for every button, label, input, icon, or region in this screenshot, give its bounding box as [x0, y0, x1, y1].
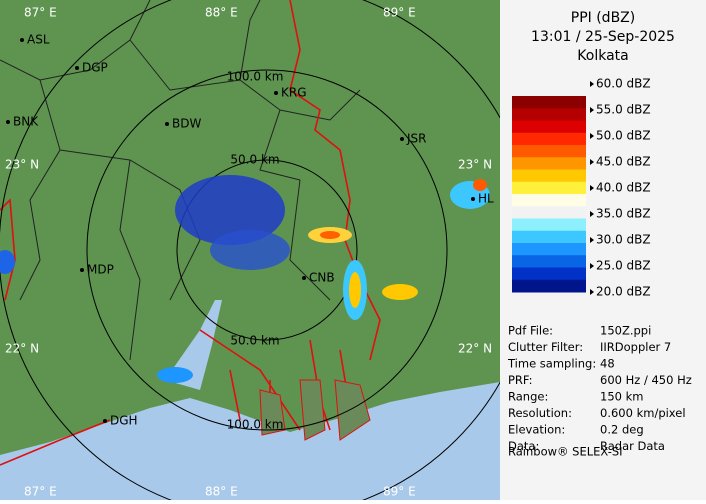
legend-label: 45.0 dBZ — [596, 155, 651, 169]
place-dot — [80, 268, 84, 272]
legend-swatch — [512, 218, 586, 232]
legend-label: 35.0 dBZ — [596, 207, 651, 221]
legend-swatch — [512, 255, 586, 268]
place-label: KRG — [281, 86, 307, 100]
legend-arrow — [590, 263, 594, 269]
place-dot — [103, 419, 107, 423]
info-value: IIRDoppler 7 — [600, 340, 671, 354]
info-value: Radar Data — [600, 439, 665, 453]
legend-arrow — [590, 185, 594, 191]
info-key: Range: — [508, 390, 548, 404]
legend-swatch — [512, 157, 586, 170]
legend-label: 40.0 dBZ — [596, 181, 651, 195]
grid-label: 89° E — [383, 485, 416, 499]
legend-arrow — [590, 107, 594, 113]
islands — [259, 379, 371, 441]
info-value: 48 — [600, 357, 615, 371]
place-dot — [471, 197, 475, 201]
place-dot — [75, 66, 79, 70]
info-key: Pdf File: — [508, 324, 553, 338]
grid-label: 87° E — [24, 6, 57, 20]
place-label: HL — [478, 192, 494, 206]
grid-label: 89° E — [383, 6, 416, 20]
sea — [0, 382, 500, 500]
place-label: JSR — [406, 132, 427, 146]
legend-arrow — [590, 211, 594, 217]
grid-label: 22° N — [5, 342, 39, 356]
grid-label: 22° N — [458, 342, 492, 356]
info-value: 0.600 km/pixel — [600, 406, 686, 420]
legend-label: 50.0 dBZ — [596, 129, 651, 143]
legend-swatch — [512, 169, 586, 183]
range-label: 100.0 km — [227, 418, 284, 432]
info-key: Data: — [508, 439, 539, 453]
legend-swatch — [512, 96, 586, 109]
place-label: ASL — [27, 33, 50, 47]
legend-swatch — [512, 132, 586, 146]
legend-arrow — [590, 289, 594, 295]
legend-label: 55.0 dBZ — [596, 103, 651, 117]
place-label: DGP — [82, 61, 108, 75]
place-label: MDP — [87, 263, 114, 277]
grid-label: 87° E — [24, 485, 57, 499]
legend-swatch — [512, 108, 586, 121]
legend-swatch — [512, 206, 586, 219]
range-label: 100.0 km — [227, 70, 284, 84]
info-key: Time sampling: — [507, 357, 596, 371]
legend-arrow — [590, 133, 594, 139]
district-borders — [0, 0, 361, 361]
place-dot — [400, 137, 404, 141]
echoes — [0, 175, 490, 383]
place-label: CNB — [309, 271, 335, 285]
info-value: 600 Hz / 450 Hz — [600, 373, 692, 387]
info-value: 150Z.ppi — [600, 324, 651, 338]
info-key: Clutter Filter: — [508, 340, 583, 354]
range-label: 50.0 km — [230, 334, 279, 348]
grid-label: 88° E — [205, 485, 238, 499]
place-label: BNK — [13, 115, 39, 129]
legend-swatch — [512, 145, 586, 158]
place-dot — [302, 276, 306, 280]
panel-time: 13:01 / 25-Sep-2025 — [531, 29, 675, 45]
info-key: Elevation: — [508, 423, 565, 437]
place-dot — [20, 38, 24, 42]
legend-arrow — [590, 237, 594, 243]
range-label: 50.0 km — [230, 153, 279, 167]
place-dot — [6, 120, 10, 124]
legend-swatch — [512, 267, 586, 281]
legend-swatch — [512, 230, 586, 244]
grid-label: 88° E — [205, 6, 238, 20]
grid-label: 23° N — [458, 158, 492, 172]
grid-label: 23° N — [5, 158, 39, 172]
place-label: BDW — [172, 117, 201, 131]
info-footer: Rainbow® SELEX-SI — [508, 445, 623, 459]
panel-station: Kolkata — [577, 48, 628, 64]
legend-label: 25.0 dBZ — [596, 259, 651, 273]
info-key: PRF: — [508, 373, 533, 387]
legend-label: 20.0 dBZ — [596, 285, 651, 299]
place-dot — [274, 91, 278, 95]
legend-arrow — [590, 81, 594, 87]
legend-swatch — [512, 243, 586, 256]
info-key: Resolution: — [508, 406, 572, 420]
legend-label: 30.0 dBZ — [596, 233, 651, 247]
legend-swatch — [512, 279, 586, 293]
place-label: DGH — [110, 414, 138, 428]
info-value: 150 km — [600, 390, 643, 404]
panel-title: PPI (dBZ) — [571, 10, 635, 26]
legend-swatch — [512, 181, 586, 195]
legend-arrow — [590, 159, 594, 165]
info-value: 0.2 deg — [600, 423, 644, 437]
legend-swatch — [512, 120, 586, 134]
legend-swatch — [512, 194, 586, 207]
place-dot — [165, 122, 169, 126]
legend-label: 60.0 dBZ — [596, 77, 651, 91]
